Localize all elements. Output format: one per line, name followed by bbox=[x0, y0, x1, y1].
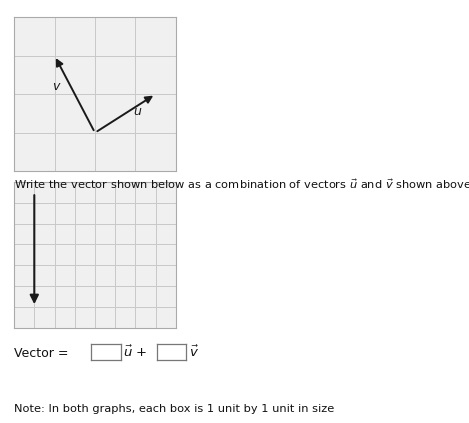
Text: $\vec{u}$ +: $\vec{u}$ + bbox=[123, 345, 147, 360]
Text: Note: In both graphs, each box is 1 unit by 1 unit in size: Note: In both graphs, each box is 1 unit… bbox=[14, 404, 334, 414]
Text: $\vec{v}$: $\vec{v}$ bbox=[189, 345, 199, 360]
Text: $u$: $u$ bbox=[133, 105, 143, 118]
Text: Vector =: Vector = bbox=[14, 347, 73, 360]
Text: $v$: $v$ bbox=[53, 80, 62, 93]
Text: Write the vector shown below as a combination of vectors $\vec{u}$ and $\vec{v}$: Write the vector shown below as a combin… bbox=[14, 178, 469, 192]
